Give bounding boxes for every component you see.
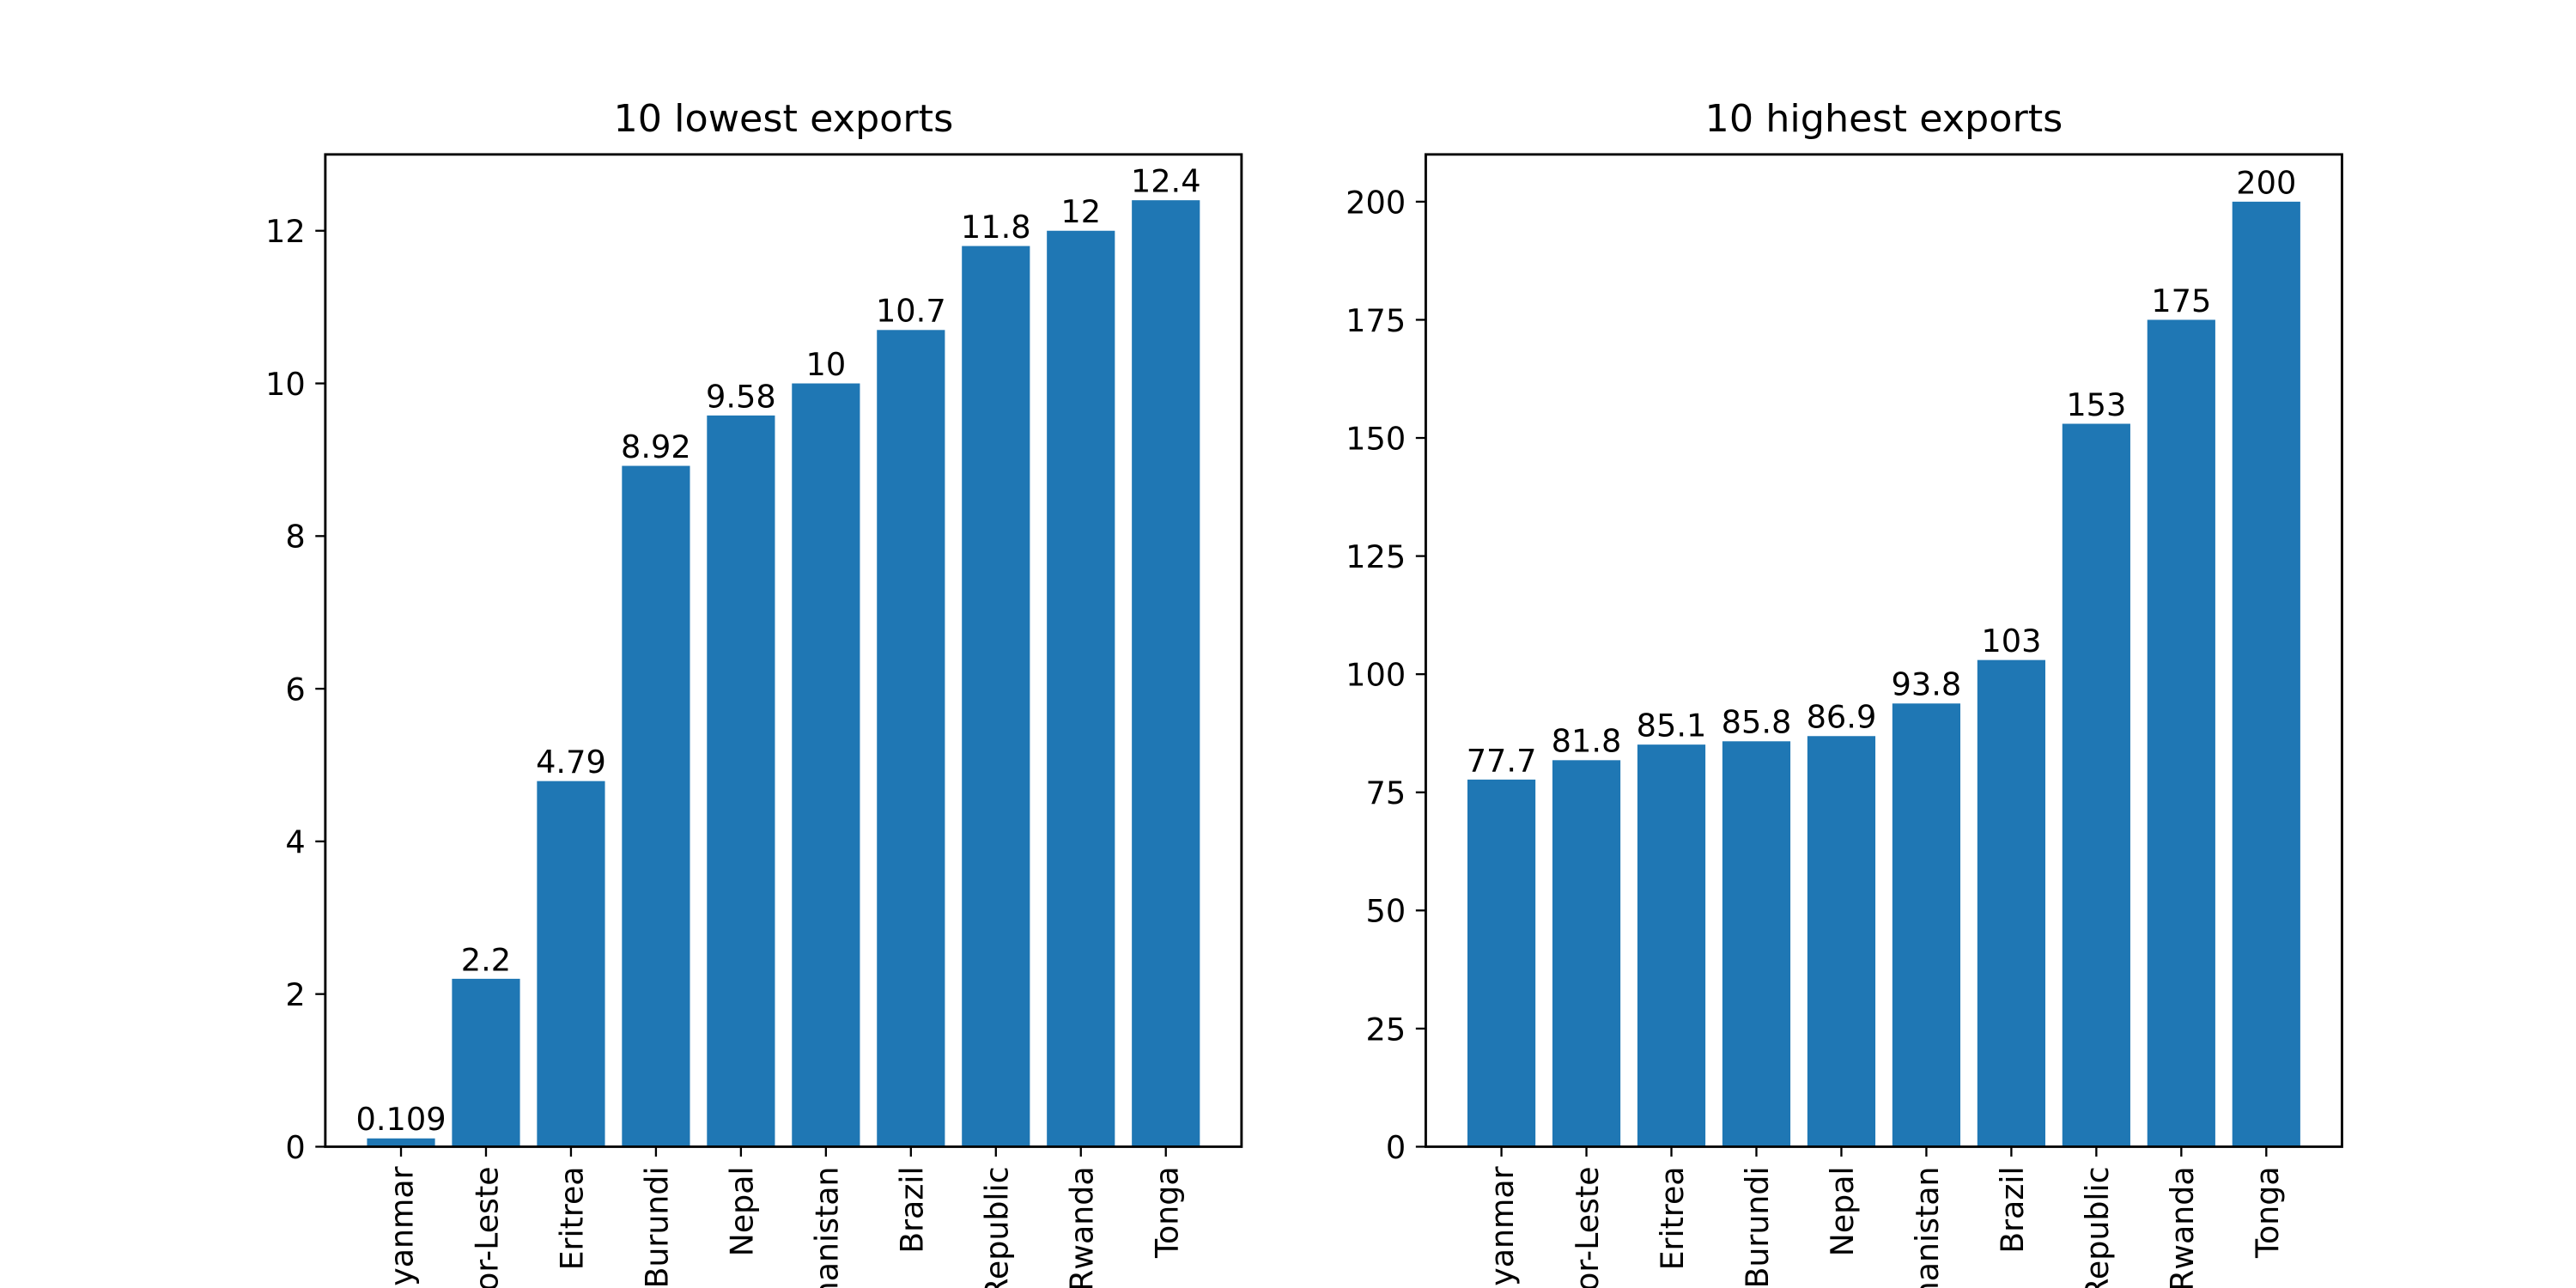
value-label: 86.9 [1807, 699, 1877, 736]
x-tick-label: Central African Republic [2079, 1166, 2116, 1288]
value-label: 0.109 [355, 1101, 446, 1138]
bar [1552, 760, 1621, 1147]
x-tick-label: Timor-Leste [1569, 1166, 1606, 1288]
y-tick-label: 100 [1346, 657, 1406, 694]
bar [537, 781, 605, 1147]
y-tick-label: 4 [285, 823, 305, 860]
bar [1637, 744, 1706, 1147]
x-tick-label: Burundi [638, 1166, 675, 1288]
bar [1807, 736, 1876, 1147]
bar [2147, 319, 2215, 1147]
bar [367, 1138, 435, 1147]
x-tick-label: Tonga [2249, 1166, 2286, 1259]
bar [622, 465, 690, 1147]
x-tick-label: Tonga [1148, 1166, 1185, 1259]
value-label: 4.79 [536, 744, 606, 781]
bar [877, 330, 945, 1147]
bar [962, 246, 1030, 1147]
bar [1722, 741, 1791, 1147]
y-tick-label: 10 [265, 366, 306, 403]
axes-frame [324, 153, 1243, 1148]
value-label: 85.1 [1637, 708, 1707, 744]
bar [1047, 230, 1115, 1147]
axes-frame [1424, 153, 2343, 1148]
y-tick-label: 6 [285, 671, 305, 708]
value-label: 153 [2066, 386, 2126, 423]
y-tick-label: 75 [1366, 775, 1406, 811]
value-label: 12.4 [1131, 163, 1201, 200]
bar [2232, 201, 2300, 1147]
y-tick-label: 200 [1346, 184, 1406, 221]
chart-title: 10 lowest exports [613, 97, 953, 141]
x-tick-label: Timor-Leste [468, 1166, 505, 1288]
y-tick-label: 12 [265, 213, 306, 250]
x-tick-label: Afghanistan [1909, 1166, 1946, 1288]
bar [1892, 703, 1961, 1147]
x-tick-label: Brazil [893, 1166, 930, 1253]
bar [452, 978, 520, 1147]
y-tick-label: 2 [285, 976, 305, 1013]
value-label: 103 [1981, 623, 2041, 659]
x-tick-label: Central African Republic [978, 1166, 1015, 1288]
value-label: 10.7 [876, 293, 946, 330]
x-tick-label: Rwanda [2164, 1166, 2201, 1288]
x-tick-label: Myanmar [383, 1165, 420, 1288]
x-tick-label: Eritrea [1654, 1166, 1691, 1270]
x-tick-label: Brazil [1994, 1166, 2031, 1253]
value-label: 2.2 [461, 942, 511, 979]
value-label: 175 [2151, 283, 2211, 319]
value-label: 12 [1060, 193, 1101, 230]
y-tick-label: 8 [285, 519, 305, 556]
x-tick-label: Nepal [1824, 1166, 1861, 1256]
value-label: 9.58 [706, 378, 776, 415]
value-label: 11.8 [961, 209, 1031, 246]
value-label: 93.8 [1892, 666, 1962, 703]
y-tick-label: 150 [1346, 421, 1406, 458]
bar [1467, 779, 1536, 1147]
y-tick-label: 175 [1346, 302, 1406, 339]
x-tick-label: Eritrea [553, 1166, 590, 1270]
value-label: 8.92 [621, 428, 691, 465]
bar [2062, 423, 2130, 1147]
y-tick-label: 50 [1366, 893, 1406, 930]
x-tick-label: Nepal [723, 1166, 760, 1256]
x-tick-label: Afghanistan [808, 1166, 845, 1288]
value-label: 77.7 [1467, 742, 1537, 779]
y-tick-label: 25 [1366, 1011, 1406, 1048]
x-tick-label: Burundi [1739, 1166, 1776, 1288]
value-label: 10 [806, 346, 847, 383]
y-tick-label: 0 [1386, 1129, 1406, 1166]
x-tick-label: Rwanda [1063, 1166, 1100, 1288]
bar [1132, 200, 1200, 1147]
value-label: 85.8 [1722, 704, 1792, 741]
bar [707, 415, 775, 1147]
y-tick-label: 0 [285, 1129, 305, 1166]
value-label: 81.8 [1552, 723, 1622, 760]
value-label: 200 [2236, 164, 2296, 201]
x-tick-label: Myanmar [1484, 1165, 1521, 1288]
bar [1977, 659, 2045, 1147]
bar [792, 383, 860, 1147]
chart-title: 10 highest exports [1705, 97, 2063, 141]
y-tick-label: 125 [1346, 538, 1406, 575]
